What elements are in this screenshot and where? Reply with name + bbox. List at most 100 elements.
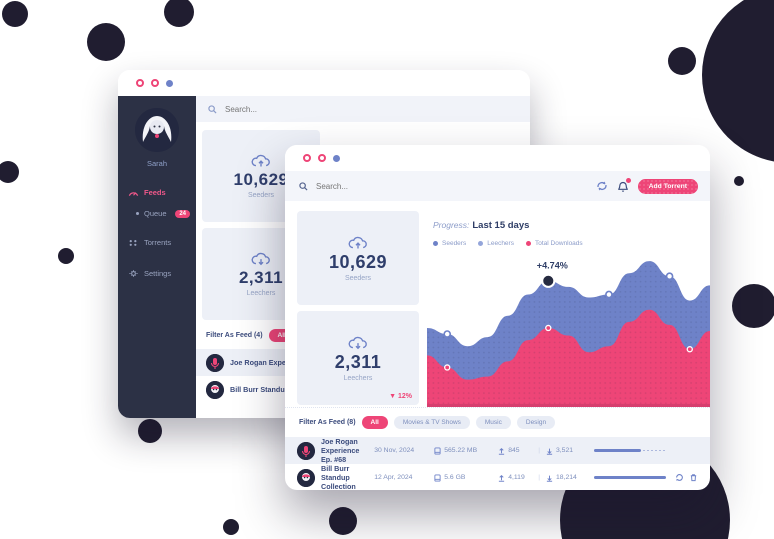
sidebar-item-settings[interactable]: Settings — [118, 263, 196, 284]
search-icon — [208, 104, 217, 114]
restart-icon[interactable] — [675, 473, 684, 482]
decor-blob — [702, 0, 774, 163]
filter-pill-design[interactable]: Design — [516, 416, 556, 429]
filter-pill-music[interactable]: Music — [475, 416, 511, 429]
legend-dot — [433, 241, 438, 246]
add-torrent-button[interactable]: Add Torrent — [637, 178, 698, 194]
sync-icon[interactable] — [596, 180, 608, 192]
user-name: Sarah — [146, 159, 167, 168]
decor-blob — [223, 519, 239, 535]
front-filter-row: Filter As Feed (8) All Movies & TV Shows… — [285, 407, 710, 437]
progress-area-chart: +4.74% — [427, 255, 710, 407]
torrent-title: Bill Burr Standup Collection — [321, 464, 356, 490]
decor-blob — [0, 161, 19, 183]
sidebar-item-queue[interactable]: Queue 24 — [118, 203, 196, 224]
chart-legend: Seeders Leechers Total Downloads — [433, 240, 696, 247]
gear-icon — [129, 270, 138, 277]
seeders-value: 10,629 — [328, 251, 388, 272]
leechers-stat-card: 2,311 Leechers ▼ 12% — [297, 311, 419, 405]
seeders-label: Seeders — [247, 192, 275, 199]
sidebar: Sarah Feeds Queue 24 Torrents — [118, 96, 196, 418]
row-actions — [672, 473, 698, 482]
sidebar-nav: Feeds Queue 24 Torrents Settings — [118, 182, 196, 284]
torrent-row[interactable]: Joe Rogan Experience Ep. #68 30 Nov, 202… — [285, 437, 710, 464]
storage-icon — [434, 447, 441, 454]
sidebar-item-label: Torrents — [144, 238, 172, 247]
window-maximize-button[interactable] — [166, 79, 173, 87]
torrent-size: 565.22 MB — [444, 447, 478, 454]
cloud-upload-icon — [251, 154, 270, 167]
bullet-icon — [136, 212, 139, 215]
sidebar-item-label: Feeds — [144, 188, 166, 197]
window-close-button[interactable] — [303, 154, 311, 162]
divider: | — [538, 447, 540, 454]
filter-pill-all[interactable]: All — [361, 416, 388, 429]
torrent-title: Joe Rogan Experience Ep. #68 — [321, 437, 360, 464]
torrent-progress-bar — [594, 476, 666, 479]
window-maximize-button[interactable] — [333, 154, 340, 162]
trash-icon[interactable] — [689, 473, 698, 482]
chart-title-prefix: Progress: — [433, 220, 470, 230]
torrent-size: 5.6 GB — [444, 474, 466, 481]
legend-label: Total Downloads — [534, 240, 583, 247]
notification-badge — [625, 178, 631, 183]
progress-fill — [594, 476, 666, 479]
upload-arrow-icon — [499, 474, 505, 482]
decor-blob — [138, 419, 162, 443]
chart-canvas: +4.74% — [427, 261, 710, 407]
download-arrow-icon — [546, 475, 553, 482]
legend-item-total-downloads[interactable]: Total Downloads — [525, 240, 583, 247]
torrent-seeds: 4,119 — [508, 474, 525, 481]
window-close-button[interactable] — [136, 79, 144, 87]
chart-title-main: Last 15 days — [472, 220, 530, 231]
torrent-row[interactable]: Bill Burr Standup Collection 12 Apr, 202… — [285, 464, 710, 490]
decor-blob — [732, 284, 774, 328]
sidebar-item-feeds[interactable]: Feeds — [118, 182, 196, 203]
download-arrow-icon — [546, 448, 553, 455]
legend-item-leechers[interactable]: Leechers — [478, 240, 514, 247]
back-search-input[interactable] — [223, 103, 347, 115]
decor-blob — [734, 176, 744, 186]
decor-blob — [164, 0, 194, 27]
seeders-stat-card: 10,629 Seeders — [297, 211, 419, 305]
leechers-value: 2,311 — [238, 268, 284, 287]
cloud-upload-icon — [348, 236, 367, 248]
torrent-avatar — [297, 468, 315, 487]
gauge-icon — [128, 192, 139, 197]
progress-fill — [594, 449, 641, 452]
user-avatar[interactable] — [135, 108, 179, 152]
front-search-input[interactable] — [314, 180, 448, 192]
cloud-download-icon — [348, 336, 367, 349]
filter-pill-movies[interactable]: Movies & TV Shows — [393, 416, 470, 429]
torrent-row[interactable]: Bill Burr Standup Collection — [196, 376, 530, 403]
filter-label: Filter As Feed (4) — [206, 332, 263, 339]
leechers-label: Leechers — [246, 290, 276, 297]
torrent-peers: 3,521 — [556, 447, 574, 454]
torrent-avatar — [297, 441, 315, 460]
search-icon — [299, 181, 308, 191]
torrent-title: Bill Burr Standup Collection — [230, 385, 326, 394]
torrent-date: 30 Nov, 2024 — [374, 447, 415, 454]
filter-label: Filter As Feed (8) — [299, 419, 356, 426]
seeders-value: 10,629 — [233, 170, 289, 189]
torrent-progress-bar — [594, 449, 666, 452]
bell-icon[interactable] — [617, 178, 631, 192]
divider: | — [538, 474, 540, 481]
chart-header: Progress: Last 15 days Seeders Leechers T… — [427, 211, 710, 247]
decor-blob — [2, 1, 28, 27]
torrent-date: 12 Apr, 2024 — [374, 474, 413, 481]
legend-item-seeders[interactable]: Seeders — [433, 240, 466, 247]
sidebar-item-label: Settings — [144, 269, 172, 278]
window-minimize-button[interactable] — [151, 79, 159, 87]
window-minimize-button[interactable] — [318, 154, 326, 162]
sidebar-item-torrents[interactable]: Torrents — [118, 232, 196, 253]
leechers-delta: ▼ 12% — [389, 393, 412, 400]
leechers-value: 2,311 — [334, 351, 382, 372]
torrent-avatar — [206, 380, 224, 399]
leechers-label: Leechers — [343, 374, 373, 382]
sidebar-item-label: Queue — [144, 209, 167, 218]
cloud-download-icon — [251, 252, 270, 266]
front-app-window: Add Torrent 10,629 Seeders 2,311 Leecher… — [285, 145, 710, 490]
svg-text:+4.74%: +4.74% — [537, 261, 568, 271]
front-toolbar: Add Torrent — [285, 171, 710, 201]
